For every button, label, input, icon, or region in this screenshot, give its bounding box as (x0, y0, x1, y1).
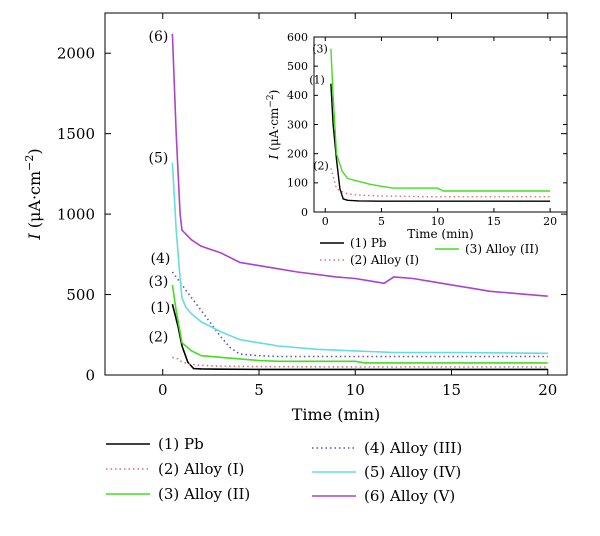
inset-y-tick-label: 600 (287, 31, 308, 44)
main-x-tick-label: 15 (442, 381, 461, 399)
main-series-label-4: (4) (151, 251, 171, 267)
inset-x-tick-label: 5 (378, 215, 385, 228)
main-series-line-5 (171, 162, 548, 355)
inset-legend-label-3: (3) Alloy (II) (465, 242, 539, 256)
legend-label-2: (2) Alloy (I) (158, 460, 244, 478)
main-x-tick-label: 20 (538, 381, 557, 399)
main-y-axis-label: I (μA·cm−2) (23, 148, 44, 240)
inset-series-label-2: (2) (313, 159, 329, 172)
main-y-tick-label: 0 (85, 366, 95, 384)
main-series-label-5: (5) (149, 151, 169, 167)
main-series-label-1: (1) (151, 300, 171, 316)
inset-x-tick-label: 10 (431, 215, 445, 228)
inset-y-tick-label: 300 (287, 118, 308, 131)
legend-label-1: (1) Pb (158, 435, 204, 453)
main-y-tick-label: 1500 (57, 125, 95, 143)
inset-x-tick-label: 0 (322, 215, 329, 228)
inset-plot-frame (313, 36, 568, 213)
inset-series-label-3: (3) (312, 43, 328, 56)
legend-label-5: (5) Alloy (IV) (364, 463, 461, 481)
inset-series-line-3 (330, 48, 551, 192)
main-series-label-3: (3) (149, 274, 169, 290)
main-legend: (1) Pb (2) Alloy (I) (3) Alloy (II) (4) All… (106, 435, 462, 505)
inset-legend-label-1: (1) Pb (350, 236, 387, 250)
main-series-line-1 (171, 304, 548, 371)
inset-y-tick-label: 500 (287, 60, 308, 73)
main-x-tick-label: 5 (254, 381, 264, 399)
inset-y-tick-label: 200 (287, 148, 308, 161)
main-y-tick-label: 2000 (57, 44, 95, 62)
inset-legend-label-2: (2) Alloy (I) (350, 253, 419, 267)
legend-label-4: (4) Alloy (III) (364, 439, 462, 457)
inset-series-label-1: (1) (309, 74, 325, 87)
inset-x-axis-label: Time (min) (407, 227, 473, 241)
main-y-tick-label: 500 (66, 286, 95, 304)
inset-y-tick-label: 400 (287, 89, 308, 102)
legend-label-3: (3) Alloy (II) (158, 485, 250, 503)
main-x-tick-label: 10 (346, 381, 365, 399)
inset-series-line-1 (330, 83, 551, 202)
main-y-tick-label: 1000 (57, 205, 95, 223)
main-series-line-3 (171, 284, 548, 364)
inset-y-tick-label: 0 (301, 206, 308, 219)
main-series-label-6: (6) (149, 29, 169, 45)
main-series-line-6 (171, 33, 548, 297)
main-series-line-4 (171, 271, 548, 358)
inset-y-tick-label: 100 (287, 177, 308, 190)
inset-x-tick-label: 20 (543, 215, 557, 228)
main-x-tick-label: 0 (158, 381, 168, 399)
main-x-axis-label: Time (min) (292, 405, 381, 424)
inset-x-tick-label: 15 (487, 215, 501, 228)
main-series-label-2: (2) (149, 329, 169, 345)
inset-y-axis-label: I (μA·cm−2) (266, 90, 281, 161)
legend-label-6: (6) Alloy (V) (364, 487, 455, 505)
